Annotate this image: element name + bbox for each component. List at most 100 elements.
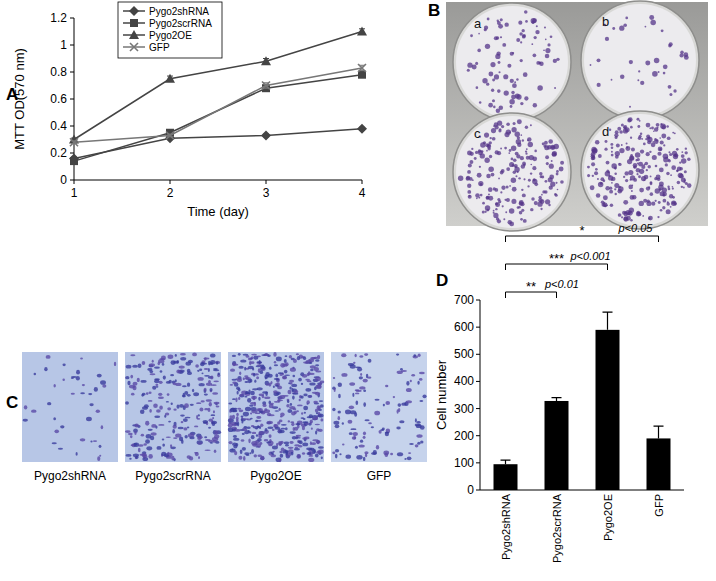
point (358, 71, 366, 79)
cell (192, 352, 197, 356)
cell (310, 369, 313, 372)
colony (630, 154, 633, 157)
y-tick (476, 381, 480, 382)
colony (630, 175, 635, 180)
cell (236, 416, 239, 420)
colony (618, 186, 620, 188)
cell (148, 400, 153, 402)
colony (532, 18, 537, 23)
dish (584, 114, 696, 226)
colony (547, 145, 552, 150)
cell (319, 382, 322, 386)
colony (628, 185, 633, 190)
error-bar (654, 426, 664, 438)
colony (508, 152, 510, 154)
cell (309, 382, 315, 385)
cell (149, 391, 152, 394)
cell (273, 352, 276, 357)
cell (398, 403, 402, 407)
cell (335, 449, 339, 453)
cell (175, 383, 181, 386)
cell (296, 423, 299, 426)
cell (204, 375, 210, 377)
cell (246, 355, 250, 358)
cell (125, 376, 129, 379)
cell (212, 422, 216, 426)
cell (266, 383, 270, 385)
cell (142, 361, 146, 365)
cell (212, 417, 214, 419)
cell (386, 429, 390, 434)
colony (486, 150, 488, 152)
colony (513, 158, 517, 162)
cell (399, 420, 404, 423)
colony (639, 135, 642, 138)
colony (651, 126, 654, 129)
legend-marker (129, 30, 139, 39)
cell (125, 454, 131, 457)
colony (539, 196, 542, 199)
colony (497, 198, 500, 201)
colony (658, 146, 663, 151)
colony (503, 74, 508, 79)
cell (335, 454, 338, 459)
cell (298, 445, 302, 448)
colony (687, 183, 692, 188)
colony (687, 157, 691, 161)
colony (496, 217, 499, 220)
cell (406, 400, 412, 403)
cell (257, 438, 262, 442)
cell (419, 400, 423, 402)
cell (315, 424, 320, 426)
colony (636, 211, 640, 215)
cell (126, 365, 132, 369)
cell (151, 424, 156, 428)
cell (276, 379, 279, 381)
series-line (74, 129, 362, 159)
colony (525, 20, 528, 23)
cell (145, 439, 150, 443)
cell (313, 401, 318, 404)
colony (495, 202, 498, 205)
colony (604, 148, 607, 151)
cell (93, 440, 97, 442)
cell (342, 443, 344, 445)
cell (251, 354, 257, 356)
cell (216, 361, 218, 365)
cell (146, 446, 152, 450)
cell (232, 398, 236, 400)
cell (173, 409, 176, 411)
colony (501, 125, 504, 128)
colony (641, 138, 643, 140)
colony (525, 150, 527, 152)
cell (197, 442, 202, 444)
colony (493, 106, 496, 109)
colony (512, 187, 517, 192)
colony (467, 184, 471, 188)
colony (517, 206, 520, 209)
cell (175, 434, 181, 438)
cell (352, 393, 354, 397)
panel-label: C (6, 393, 18, 412)
cell (274, 383, 278, 386)
cell (371, 426, 374, 428)
cell (348, 420, 353, 424)
cell (316, 450, 321, 453)
cell (258, 397, 260, 401)
colony (541, 194, 543, 196)
colony (614, 188, 616, 190)
colony (539, 172, 543, 176)
cell (237, 391, 239, 395)
cell (383, 404, 385, 407)
cell (266, 442, 271, 444)
cell (276, 457, 282, 462)
colony (470, 34, 473, 37)
y-axis-label: MTT OD(570 nm) (12, 48, 27, 150)
colony (526, 148, 528, 150)
y-tick-label: 600 (454, 320, 474, 334)
cell (368, 359, 372, 363)
point (165, 74, 175, 83)
legend-label: Pygo2OE (149, 30, 192, 41)
cell (138, 448, 141, 452)
colony (650, 20, 656, 26)
